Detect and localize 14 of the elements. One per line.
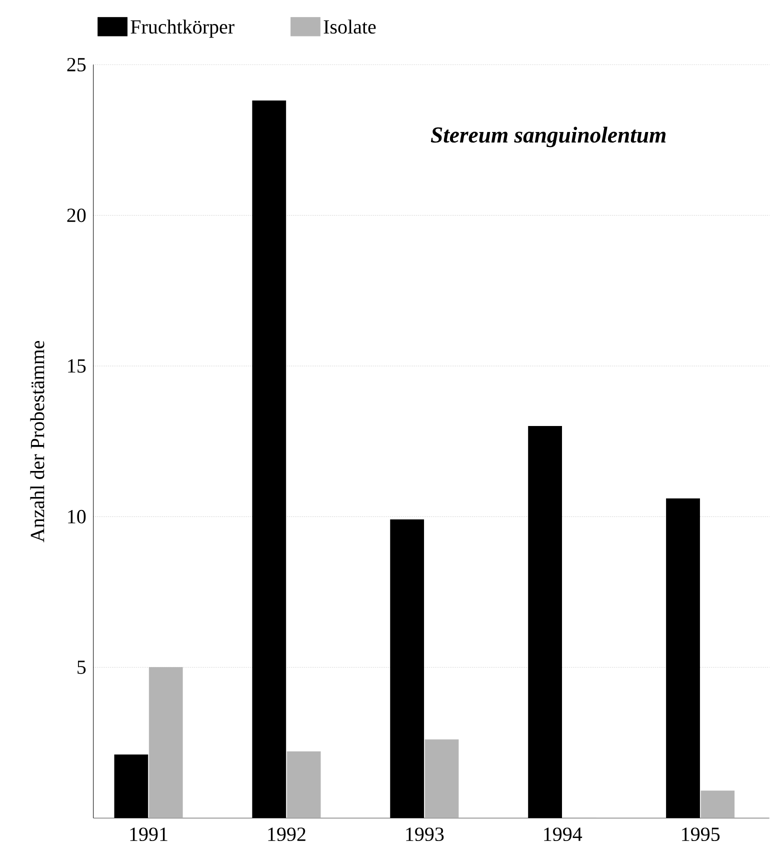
legend-label: Fruchtkörper: [130, 20, 234, 38]
x-tick-label: 1993: [406, 828, 444, 842]
y-tick-label: 15: [68, 359, 86, 373]
y-axis-title: Anzahl der Probestämme: [30, 340, 44, 542]
text: Stereum sanguinolentum: [430, 126, 666, 148]
x-tick-label: 1994: [544, 828, 582, 842]
legend-label: Isolate: [324, 20, 376, 34]
y-tick-label: 5: [78, 660, 86, 674]
x-tick-label: 1991: [130, 828, 168, 842]
y-tick-label: 25: [67, 58, 86, 72]
y-tick-label: 20: [67, 208, 86, 222]
x-tick-label: 1995: [682, 828, 720, 842]
x-tick-label: 1992: [268, 828, 306, 842]
y-tick-label: 10: [68, 510, 86, 524]
